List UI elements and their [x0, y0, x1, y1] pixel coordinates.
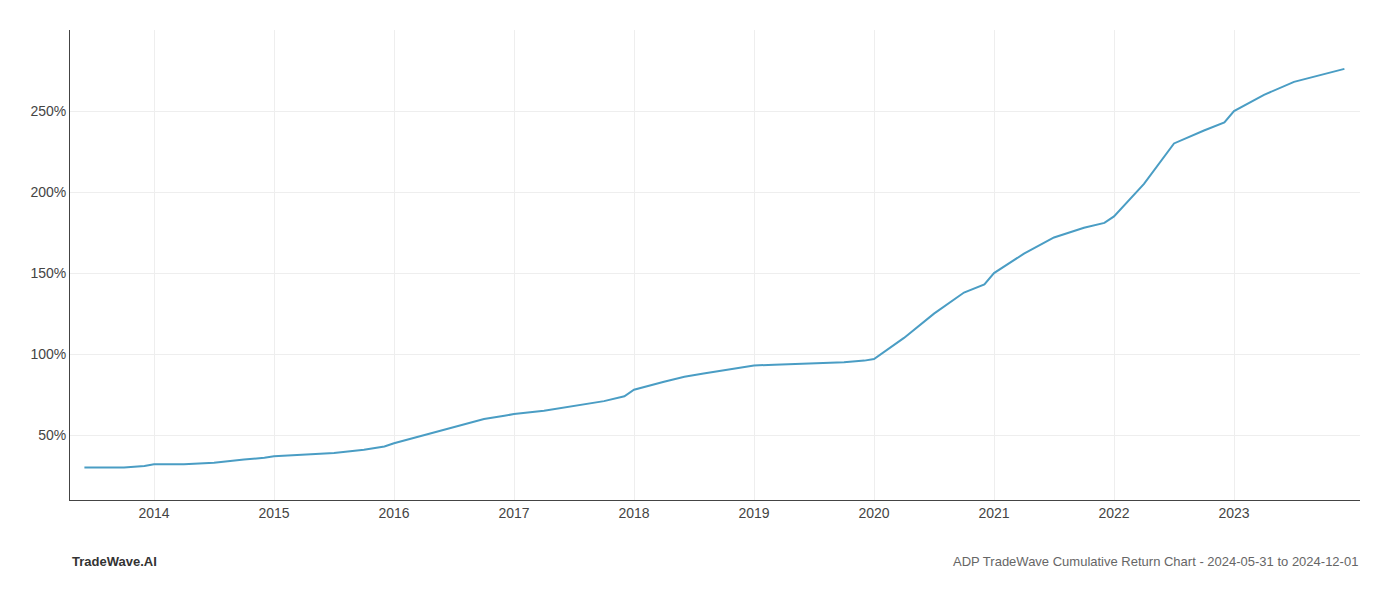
svg-text:2015: 2015	[258, 505, 289, 521]
svg-text:2018: 2018	[618, 505, 649, 521]
svg-text:2022: 2022	[1098, 505, 1129, 521]
svg-text:2021: 2021	[978, 505, 1009, 521]
svg-text:2017: 2017	[498, 505, 529, 521]
svg-text:150%: 150%	[30, 265, 66, 281]
svg-text:TradeWave.AI: TradeWave.AI	[72, 554, 157, 569]
svg-text:2019: 2019	[738, 505, 769, 521]
svg-text:2014: 2014	[138, 505, 169, 521]
svg-text:200%: 200%	[30, 184, 66, 200]
svg-text:2020: 2020	[858, 505, 889, 521]
svg-text:250%: 250%	[30, 103, 66, 119]
svg-text:ADP TradeWave Cumulative Retur: ADP TradeWave Cumulative Return Chart - …	[953, 554, 1358, 569]
svg-text:2016: 2016	[378, 505, 409, 521]
svg-text:50%: 50%	[38, 427, 66, 443]
svg-text:2023: 2023	[1218, 505, 1249, 521]
svg-text:100%: 100%	[30, 346, 66, 362]
